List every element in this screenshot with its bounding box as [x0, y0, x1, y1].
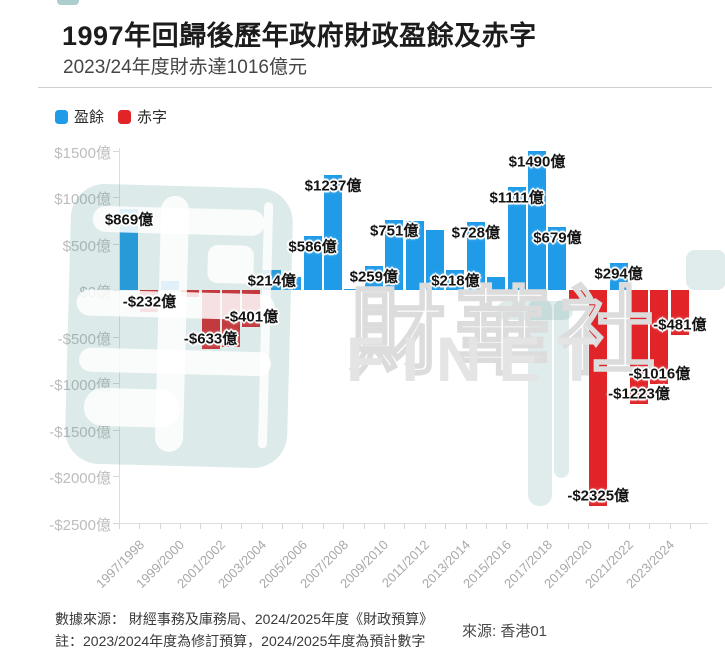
- x-axis-tick: [690, 522, 691, 529]
- chart-subtitle: 2023/24年度財赤達1016億元: [63, 57, 307, 78]
- legend-item-surplus[interactable]: 盈餘: [55, 106, 104, 127]
- deficit-bar-2001/2002[interactable]: [201, 290, 220, 349]
- y-axis-label: $1500億: [54, 144, 111, 162]
- y-axis-tick: [113, 150, 119, 152]
- x-axis-tick: [302, 522, 304, 529]
- y-axis-label: -$2000億: [49, 470, 111, 487]
- y-axis-tick: [113, 336, 119, 338]
- x-axis-tick: [588, 522, 589, 529]
- x-axis-tick: [282, 522, 283, 529]
- surplus-bar-2007/2008[interactable]: [324, 174, 342, 290]
- x-axis-tick: [445, 522, 447, 529]
- surplus-bar-2009/2010[interactable]: [364, 265, 383, 290]
- deficit-bar-2023/2024[interactable]: [650, 290, 669, 385]
- surplus-bar-2010/2011[interactable]: [385, 220, 404, 290]
- surplus-bar-2011/2012[interactable]: [405, 221, 424, 290]
- x-axis-tick: [526, 522, 528, 529]
- x-axis-tick: [424, 522, 426, 529]
- surplus-bar-2017/2018[interactable]: [528, 151, 546, 290]
- surplus-bar-2021/2022[interactable]: [609, 262, 628, 290]
- x-axis-tick: [363, 522, 365, 529]
- legend-label-deficit: 赤字: [137, 109, 168, 126]
- deficit-bar-2002/2003[interactable]: [222, 290, 240, 348]
- x-axis-tick: [404, 522, 406, 529]
- y-axis-tick: [113, 243, 119, 245]
- surplus-bar-2015/2016[interactable]: [487, 276, 506, 290]
- footer-note: 註：2023/2024年度為修訂預算，2024/2025年度為預計數字: [55, 633, 426, 649]
- x-axis-tick: [649, 522, 651, 529]
- x-axis-tick: [139, 522, 141, 529]
- x-axis-tick: [261, 522, 263, 529]
- logo-fragment: [57, 0, 79, 5]
- deficit-bar-2024/2025[interactable]: [670, 290, 689, 335]
- y-axis-tick: [113, 429, 119, 431]
- y-axis-tick: [113, 522, 119, 524]
- deficit-bar-2000/2001[interactable]: [181, 290, 200, 298]
- credit-hk01: 來源: 香港01: [462, 623, 548, 640]
- surplus-bar-2004/2005[interactable]: [262, 270, 281, 290]
- x-axis-tick: [486, 522, 487, 529]
- surplus-bar-2005/2006[interactable]: [283, 276, 302, 290]
- deficit-bar-2003/2004[interactable]: [242, 290, 261, 328]
- y-axis-tick: [113, 383, 119, 384]
- x-axis-tick: [628, 522, 630, 529]
- y-axis-tick: [113, 476, 119, 477]
- footer-data-source: 數據來源： 財經事務及庫務局、2024/2025年度《財政預算》: [55, 611, 434, 627]
- deficit-bar-2020/2021[interactable]: [589, 290, 608, 507]
- x-axis-tick: [159, 522, 161, 529]
- surplus-bar-2008/2009[interactable]: [344, 288, 363, 290]
- surplus-bar-1997/1998[interactable]: [120, 209, 138, 290]
- surplus-bar-2012/2013[interactable]: [426, 229, 444, 290]
- y-axis-line: [119, 148, 120, 523]
- chart-title: 1997年回歸後歷年政府財政盈餘及赤字: [62, 21, 537, 51]
- y-axis-label: -$500億: [57, 330, 111, 348]
- deficit-swatch-icon: [118, 109, 132, 124]
- x-axis-tick: [322, 522, 324, 529]
- deficit-bar-2022/2023[interactable]: [630, 290, 648, 404]
- x-axis-tick: [220, 522, 222, 529]
- x-axis-tick: [547, 522, 549, 529]
- y-axis-tick: [113, 197, 119, 198]
- x-axis-tick: [608, 522, 610, 529]
- y-axis-label: -$2500億: [49, 516, 111, 534]
- x-axis-tick: [180, 522, 181, 529]
- legend-item-deficit[interactable]: 赤字: [118, 106, 167, 127]
- deficit-bar-2019/2020[interactable]: [568, 290, 587, 300]
- x-axis-tick: [200, 522, 202, 529]
- x-axis-tick: [465, 522, 467, 529]
- y-axis-label: $500億: [62, 237, 111, 255]
- y-axis-label: $1000億: [54, 191, 111, 208]
- surplus-swatch-icon: [55, 109, 68, 124]
- x-axis-tick: [506, 522, 508, 529]
- x-axis-tick: [343, 522, 345, 529]
- x-axis-line: [119, 522, 708, 524]
- deficit-bar-1998/1999[interactable]: [140, 290, 159, 312]
- surplus-bar-2006/2007[interactable]: [303, 235, 322, 290]
- surplus-bar-2016/2017[interactable]: [507, 186, 526, 290]
- surplus-bar-1999/2000[interactable]: [160, 280, 179, 290]
- x-axis-tick: [669, 522, 671, 529]
- surplus-bar-2013/2014[interactable]: [446, 269, 465, 290]
- x-axis-tick: [567, 522, 569, 529]
- x-axis-tick: [241, 522, 243, 529]
- header-divider: [38, 87, 712, 88]
- x-axis-tick: [118, 522, 120, 529]
- legend-label-surplus: 盈餘: [74, 109, 105, 126]
- x-axis-tick: [384, 522, 385, 529]
- chart-legend: 盈餘 赤字: [55, 106, 167, 127]
- surplus-bar-2014/2015[interactable]: [466, 222, 485, 290]
- surplus-bar-2018/2019[interactable]: [548, 226, 567, 290]
